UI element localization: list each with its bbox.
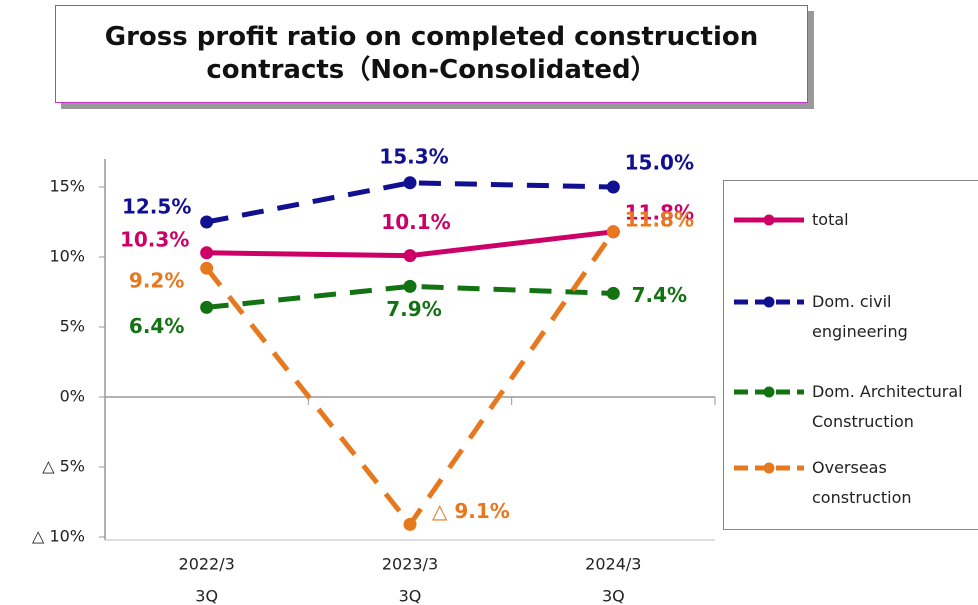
data-label: 6.4% — [129, 314, 184, 338]
data-point — [200, 300, 214, 314]
y-tick-label: △ 10% — [32, 527, 85, 546]
data-label: 11.8% — [625, 200, 694, 224]
x-tick-label: 2022/3 — [179, 555, 235, 574]
data-point — [606, 225, 620, 239]
data-point — [403, 279, 417, 293]
x-tick-label: 3Q — [195, 587, 218, 605]
data-point — [606, 180, 620, 194]
data-label: 7.9% — [386, 297, 441, 321]
data-label: 15.3% — [379, 144, 448, 168]
title-box: Gross profit ratio on completed construc… — [55, 5, 808, 103]
legend-swatch — [734, 296, 804, 308]
data-label: △ 9.1% — [432, 499, 510, 523]
data-label: 12.5% — [122, 195, 191, 219]
legend-swatch — [734, 214, 804, 226]
data-point — [200, 246, 214, 260]
data-label: 10.1% — [381, 210, 450, 234]
legend-label: total — [812, 210, 849, 229]
legend-marker — [763, 386, 775, 398]
y-tick-label: 10% — [49, 247, 85, 266]
data-label: 7.4% — [632, 283, 687, 307]
data-point — [200, 215, 214, 229]
legend-swatch — [734, 386, 804, 398]
data-label: 11.8% — [625, 207, 694, 231]
series-line — [204, 230, 616, 529]
x-tick-label: 3Q — [602, 587, 625, 605]
x-tick-label: 2023/3 — [382, 555, 438, 574]
legend-item: Dom. Architectural Construction — [724, 377, 978, 431]
legend-marker — [763, 214, 775, 226]
y-tick-label: △ 5% — [42, 457, 85, 476]
legend: total Dom. civil engineering Dom. Architec… — [723, 180, 978, 530]
legend-marker — [763, 296, 775, 308]
data-label: 15.0% — [625, 151, 694, 175]
legend-item: total — [724, 205, 978, 255]
data-point — [200, 261, 214, 275]
y-tick-label: 5% — [60, 317, 85, 336]
x-tick-label: 2024/3 — [585, 555, 641, 574]
series-line — [206, 283, 614, 310]
series-line — [206, 180, 614, 225]
chart-title: Gross profit ratio on completed construc… — [104, 22, 759, 85]
data-point — [403, 249, 417, 263]
data-point — [403, 517, 417, 531]
y-tick-label: 15% — [49, 177, 85, 196]
legend-swatch — [734, 462, 804, 474]
legend-label: Dom. Architectural Construction — [812, 382, 963, 431]
data-point — [606, 286, 620, 300]
legend-label: Overseas construction — [812, 458, 912, 507]
data-point — [403, 176, 417, 190]
legend-label: Dom. civil engineering — [812, 292, 908, 341]
x-tick-label: 3Q — [399, 587, 422, 605]
legend-marker — [763, 462, 775, 474]
legend-item: Dom. civil engineering — [724, 287, 978, 341]
data-label: 10.3% — [120, 227, 189, 251]
legend-item: Overseas construction — [724, 453, 978, 507]
data-label: 9.2% — [129, 269, 184, 293]
y-tick-label: 0% — [60, 387, 85, 406]
